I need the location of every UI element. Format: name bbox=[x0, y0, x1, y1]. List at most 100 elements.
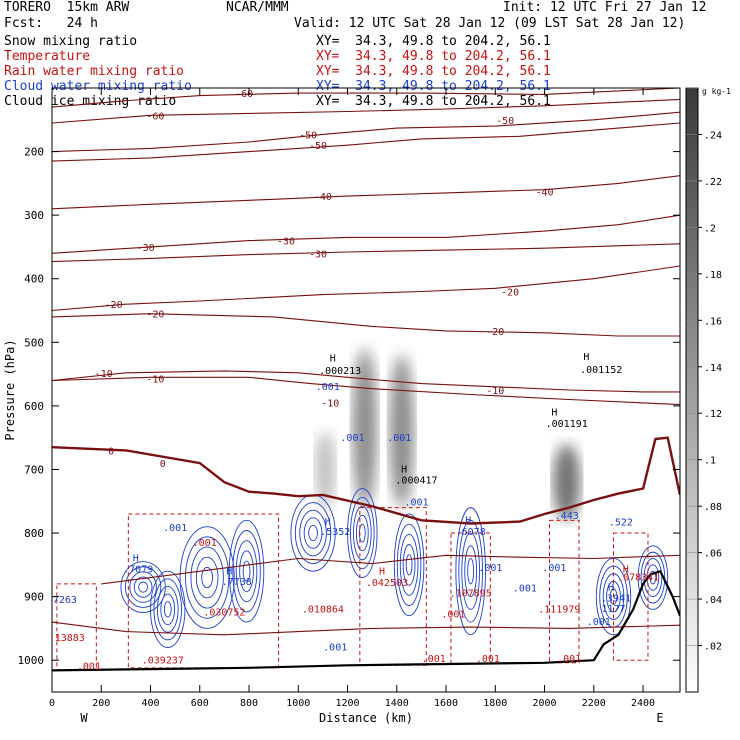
x-tick-label: 800 bbox=[240, 698, 258, 709]
cloud-water-contour bbox=[455, 507, 486, 636]
field-value-label: .5352 bbox=[320, 527, 350, 538]
cloud-water-contour bbox=[308, 524, 318, 542]
y-tick-label: 400 bbox=[24, 273, 44, 286]
field-value-label: H bbox=[465, 516, 471, 527]
field-value-label: .7079 bbox=[123, 564, 153, 575]
rain-water-contours bbox=[56, 507, 649, 671]
cloud-water-contour bbox=[124, 566, 162, 608]
cloud-water-contour bbox=[458, 519, 483, 623]
field-value-label: 1177 bbox=[601, 604, 625, 615]
colorbar-label: .12 bbox=[704, 409, 722, 420]
isotherm-label: -10 bbox=[146, 375, 164, 386]
cloud-water-contour bbox=[239, 550, 254, 592]
cloud-water-contour bbox=[185, 536, 230, 619]
cloud-water-contour bbox=[350, 496, 375, 570]
field-value-label: .522 bbox=[609, 517, 633, 528]
cloud-water-contour bbox=[138, 581, 149, 593]
field-temperature-name: Temperature bbox=[4, 49, 91, 64]
cloud-ice-core bbox=[389, 355, 415, 508]
cloud-water-contour bbox=[467, 558, 475, 585]
temperature-isotherms: -60-60-50-50-50-40 -40-30-30-30-20-20-20-… bbox=[52, 88, 680, 636]
isotherm-label: -40 bbox=[314, 192, 332, 203]
isotherm-label: -40 bbox=[536, 188, 554, 199]
isotherm-label: -60 bbox=[235, 89, 253, 100]
x-tick-label: 2000 bbox=[533, 698, 557, 709]
field-value-label: .039237 bbox=[142, 655, 184, 666]
isotherm-label: -30 bbox=[277, 237, 295, 248]
field-value-label: .001 bbox=[323, 643, 347, 654]
isotherm-line bbox=[52, 265, 680, 312]
isotherm-label: 0 bbox=[160, 459, 166, 470]
plot-frame bbox=[51, 87, 681, 693]
field-value-label: .001 bbox=[163, 523, 187, 534]
colorbar-label: .16 bbox=[704, 316, 722, 327]
field-value-label: H bbox=[325, 517, 331, 528]
colorbar-fill bbox=[685, 87, 699, 693]
field-value-label: H bbox=[608, 582, 614, 593]
isotherm-line bbox=[52, 436, 680, 525]
isotherm-label: -10 bbox=[486, 386, 504, 397]
terrain-line bbox=[52, 569, 680, 672]
isotherm-label: -10 bbox=[95, 369, 113, 380]
cloud-water-contour bbox=[355, 514, 369, 552]
isotherm-label: -60 bbox=[146, 111, 164, 122]
model-name: TORERO 15km ARW bbox=[4, 0, 130, 15]
field-value-label: .001 bbox=[404, 498, 428, 509]
colorbar-unit: g kg-1 bbox=[702, 87, 731, 96]
x-tick-label: 1400 bbox=[385, 698, 409, 709]
x-tick-label: 2200 bbox=[582, 698, 606, 709]
colorbar-label: .04 bbox=[704, 595, 722, 606]
field-value-label: H bbox=[583, 352, 589, 363]
cloud-water-contour bbox=[402, 544, 416, 586]
x-tick-label: 400 bbox=[141, 698, 159, 709]
field-cloudwater-xy: XY= 34.3, 49.8 to 204.2, 56.1 bbox=[316, 79, 551, 94]
isotherm-line bbox=[52, 621, 680, 636]
field-value-label: .001 bbox=[387, 433, 411, 444]
colorbar-label: .24 bbox=[704, 130, 722, 141]
field-value-label: .000213 bbox=[319, 366, 361, 377]
field-value-label: .001 bbox=[587, 617, 611, 628]
cloud-water-contour bbox=[235, 540, 258, 603]
y-tick-label: 800 bbox=[24, 527, 44, 540]
max-annotations: H.000213.001.001.001H.000417.001H.001152… bbox=[47, 352, 659, 673]
field-value-label: .3941 bbox=[601, 594, 631, 605]
isotherm-label: -30 bbox=[309, 249, 327, 260]
field-cloudwater-name: Cloud water mixing ratio bbox=[4, 79, 192, 94]
cloud-water-contour bbox=[405, 554, 413, 576]
init-time: Init: 12 UTC Fri 27 Jan 12 bbox=[503, 0, 707, 15]
field-snow-name: Snow mixing ratio bbox=[4, 34, 138, 49]
field-value-label: .001 bbox=[542, 563, 566, 574]
isotherm-label: -50 bbox=[309, 141, 327, 152]
field-value-label: .7263 bbox=[47, 595, 77, 606]
cloud-water-contour bbox=[352, 505, 372, 561]
x-tick-label: 200 bbox=[92, 698, 110, 709]
field-value-label: .7738 bbox=[222, 577, 252, 588]
isotherm-line bbox=[52, 111, 680, 153]
y-tick-label: 200 bbox=[24, 146, 44, 159]
cloud-water-contour bbox=[393, 513, 425, 617]
axes: 0 200 400 600 800 1000 1200 1400 1600 1800 2000 220… bbox=[3, 88, 680, 725]
cloud-water-contour bbox=[461, 532, 480, 610]
field-value-label: .000417 bbox=[395, 475, 437, 486]
cloud-water-contour bbox=[156, 586, 179, 633]
rain-contour bbox=[613, 532, 649, 661]
field-value-label: .001191 bbox=[546, 419, 588, 430]
y-tick-label: 1000 bbox=[18, 654, 45, 667]
cloud-water-contours bbox=[120, 488, 669, 648]
cloud-water-contour bbox=[150, 570, 186, 648]
cloud-water-contour bbox=[201, 566, 214, 589]
y-tick-label: 700 bbox=[24, 463, 44, 476]
x-tick-label: 1200 bbox=[335, 698, 359, 709]
colorbar-label: .18 bbox=[704, 270, 722, 281]
field-value-label: .111979 bbox=[538, 605, 580, 616]
cloud-ice-core bbox=[553, 444, 581, 521]
isotherm-line bbox=[52, 98, 680, 124]
field-value-label: H bbox=[379, 566, 385, 577]
field-value-label: .001 bbox=[422, 654, 446, 665]
cloud-water-contour bbox=[190, 546, 224, 609]
terrain-surface bbox=[52, 569, 680, 672]
field-value-label: .001 bbox=[557, 654, 581, 665]
field-value-label: .13883 bbox=[49, 633, 85, 644]
field-value-label: .001 bbox=[513, 584, 537, 595]
